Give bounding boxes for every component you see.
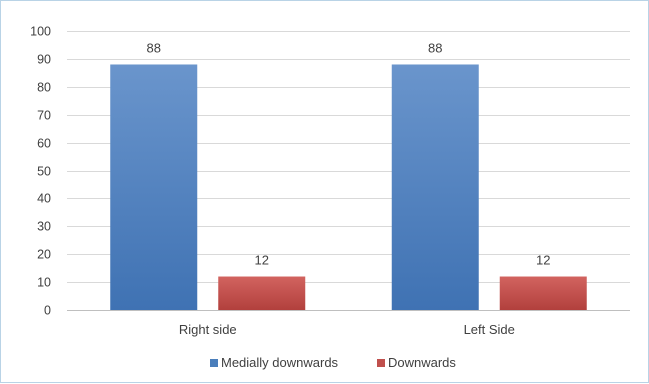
data-labels: 88 12 88 12 bbox=[147, 40, 551, 267]
x-category-label: Right side bbox=[179, 322, 237, 337]
bars bbox=[110, 64, 587, 310]
bar bbox=[218, 276, 306, 310]
y-tick-label: 60 bbox=[37, 137, 51, 151]
legend-label: Downwards bbox=[388, 355, 456, 370]
legend-item[interactable]: Downwards bbox=[377, 355, 456, 370]
x-category-label: Left Side bbox=[464, 322, 515, 337]
y-tick-label: 70 bbox=[37, 109, 51, 123]
y-axis-ticks: 0 10 20 30 40 50 60 70 80 90 100 bbox=[30, 25, 51, 318]
bar bbox=[110, 64, 198, 310]
bar bbox=[499, 276, 587, 310]
data-label: 12 bbox=[536, 253, 550, 268]
legend[interactable]: Medially downwards Downwards bbox=[210, 355, 456, 370]
y-tick-label: 0 bbox=[44, 304, 51, 318]
data-label: 12 bbox=[255, 253, 269, 268]
bar bbox=[391, 64, 479, 310]
y-tick-label: 20 bbox=[37, 248, 51, 262]
y-tick-label: 80 bbox=[37, 81, 51, 95]
data-label: 88 bbox=[147, 40, 161, 55]
y-tick-label: 100 bbox=[30, 25, 51, 39]
x-axis-categories: Right side Left Side bbox=[179, 322, 515, 337]
y-tick-label: 40 bbox=[37, 192, 51, 206]
y-tick-label: 10 bbox=[37, 276, 51, 290]
legend-swatch bbox=[377, 359, 385, 367]
legend-swatch bbox=[210, 359, 218, 367]
y-tick-label: 90 bbox=[37, 53, 51, 67]
legend-item[interactable]: Medially downwards bbox=[210, 355, 339, 370]
y-tick-label: 50 bbox=[37, 165, 51, 179]
legend-label: Medially downwards bbox=[221, 355, 339, 370]
y-tick-label: 30 bbox=[37, 220, 51, 234]
data-label: 88 bbox=[428, 40, 442, 55]
